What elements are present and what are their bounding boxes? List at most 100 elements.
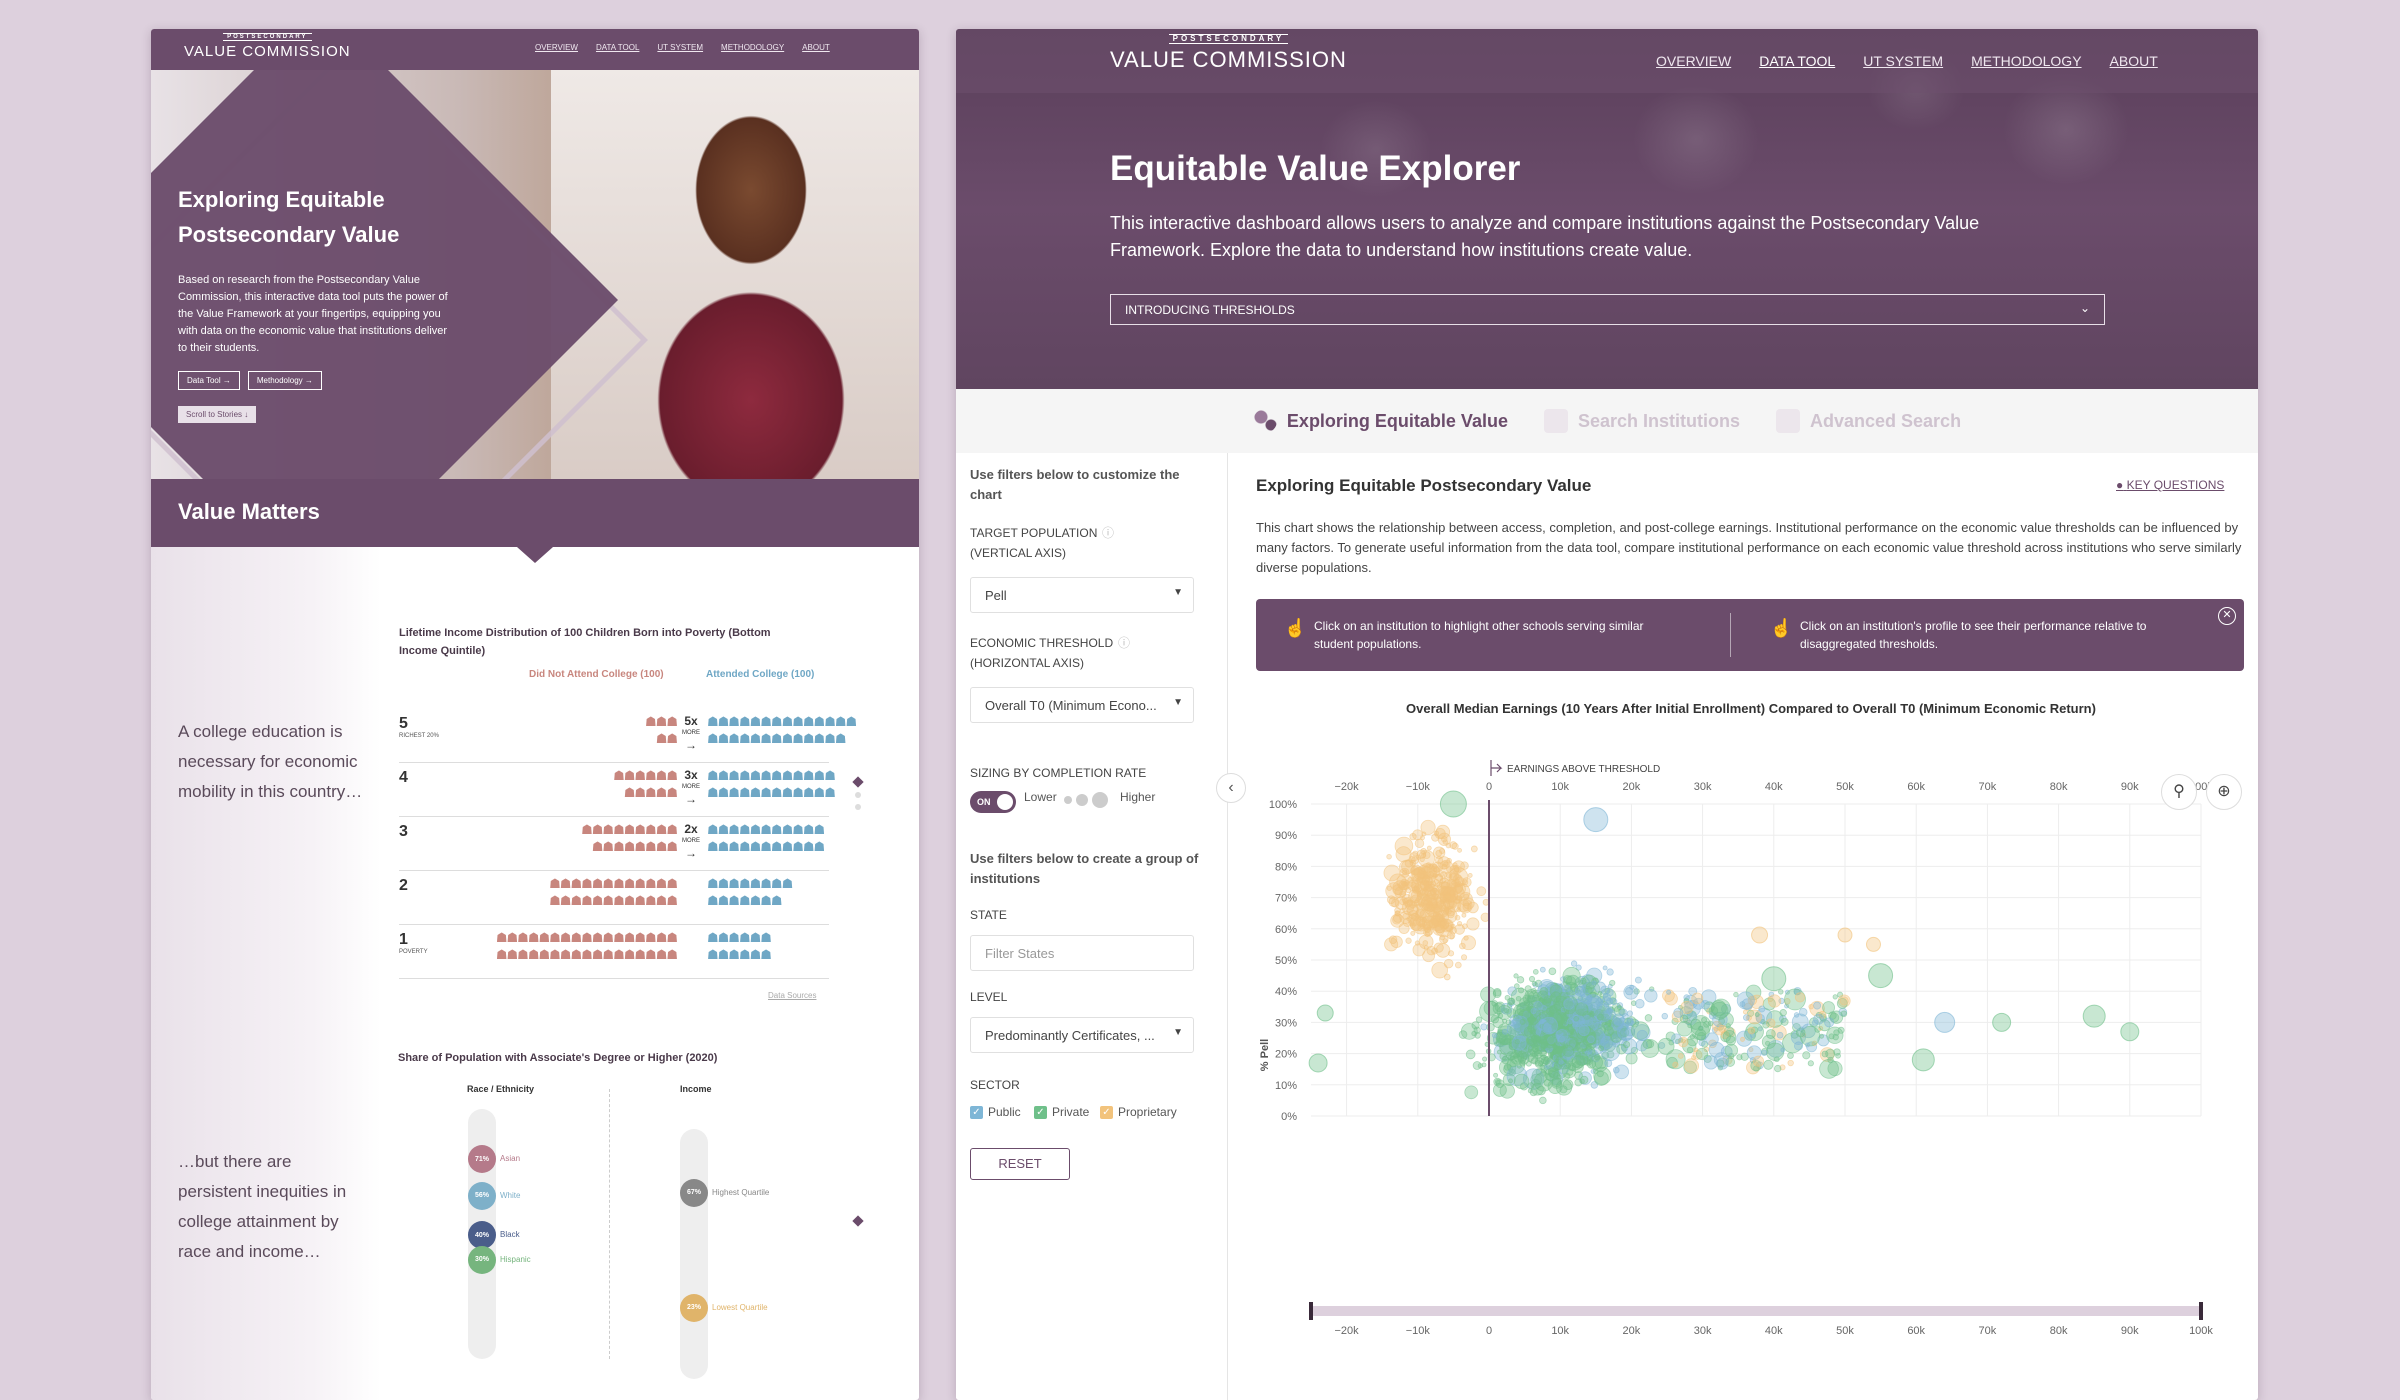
institution-bubble — [1440, 835, 1448, 843]
tab-search-institutions[interactable]: Search Institutions — [1543, 409, 1740, 433]
zoom-out-button[interactable]: ⚲ — [2161, 774, 2197, 810]
institution-bubble — [1465, 1049, 1476, 1060]
nav-about[interactable]: ABOUT — [2109, 53, 2158, 69]
institution-bubble — [1776, 1031, 1784, 1039]
check-icon: ✓ — [1100, 1105, 1113, 1119]
sizing-toggle[interactable]: ON — [970, 791, 1016, 813]
logo[interactable]: POSTSECONDARY VALUE COMMISSION — [184, 33, 351, 59]
institution-bubble — [1563, 974, 1573, 985]
income-row: 5 RICHEST 20% ☗☗☗ ☗☗ ☗☗☗☗☗☗☗☗☗☗☗☗☗☗ ☗☗☗☗☗☗☗☗☗… — [399, 709, 857, 763]
collapse-sidebar-button[interactable]: ‹ — [1216, 773, 1246, 803]
institution-bubble — [1791, 1030, 1806, 1045]
size-dot-large — [1092, 792, 1108, 808]
level-select[interactable]: Predominantly Certificates, ... ▼ — [970, 1017, 1194, 1053]
story-select[interactable]: INTRODUCING THRESHOLDS ⌄ — [1110, 294, 2105, 325]
institution-bubble — [1509, 1059, 1518, 1068]
info-icon[interactable]: ⓘ — [1118, 636, 1131, 650]
nav-ut-system[interactable]: UT SYSTEM — [1863, 53, 1944, 69]
sector-public-checkbox[interactable]: ✓ Public — [970, 1105, 1021, 1119]
target-population-select[interactable]: Pell ▼ — [970, 577, 1194, 613]
key-questions-link[interactable]: ● KEY QUESTIONS — [2116, 478, 2224, 492]
share-dot[interactable]: 30% — [468, 1245, 496, 1274]
institution-bubble — [1553, 1065, 1559, 1071]
nav-overview[interactable]: OVERVIEW — [1656, 53, 1732, 69]
data-tool-button[interactable]: Data Tool → — [178, 371, 240, 390]
institution-bubble — [1431, 961, 1448, 979]
institution-bubble — [1536, 1085, 1546, 1096]
institution-bubble — [1710, 1000, 1727, 1017]
nav-methodology[interactable]: METHODOLOGY — [1971, 53, 2082, 69]
share-dot[interactable]: 71% — [468, 1145, 496, 1174]
institution-bubble — [1625, 1052, 1638, 1065]
institution-bubble — [1428, 918, 1439, 929]
institution-bubble — [1470, 845, 1478, 853]
institution-bubble — [1747, 995, 1758, 1006]
tab-bar: Exploring Equitable Value Search Institu… — [956, 389, 2258, 453]
tab-advanced-search[interactable]: Advanced Search — [1776, 409, 1961, 433]
nav-ut-system[interactable]: UT SYSTEM — [657, 43, 704, 52]
institution-bubble — [1787, 1052, 1794, 1059]
institution-bubble — [1556, 1012, 1569, 1025]
institution-bubble — [1676, 1021, 1693, 1037]
pager-dot[interactable] — [855, 804, 861, 810]
methodology-button[interactable]: Methodology → — [247, 371, 322, 390]
data-sources-link[interactable]: Data Sources — [768, 991, 817, 1000]
institution-bubble — [1665, 1049, 1686, 1070]
nav-data-tool[interactable]: DATA TOOL — [595, 43, 640, 52]
x-tick-label: 70k — [1979, 1325, 1997, 1337]
institution-bubble — [1419, 922, 1426, 930]
multiplier-label: 2x MORE → — [682, 822, 700, 860]
institution-bubble — [1447, 950, 1455, 957]
institution-bubble — [1492, 989, 1502, 998]
nav-methodology[interactable]: METHODOLOGY — [721, 43, 785, 52]
pager-active[interactable] — [852, 776, 864, 788]
institution-bubble — [1745, 984, 1762, 1001]
tab-exploring-equitable-value[interactable]: Exploring Equitable Value — [1252, 409, 1508, 433]
share-dot-label: White — [500, 1190, 521, 1200]
institution-bubble — [1611, 1017, 1625, 1031]
attended-header: Attended College (100) — [706, 669, 815, 680]
share-dot[interactable]: 67% — [680, 1178, 708, 1207]
logo[interactable]: POSTSECONDARY VALUE COMMISSION — [1110, 34, 1347, 71]
info-icon[interactable]: ⓘ — [1102, 526, 1115, 540]
institution-bubble — [1482, 1056, 1488, 1062]
institution-bubble — [1519, 1018, 1526, 1025]
institution-bubble — [1602, 1018, 1614, 1031]
close-icon[interactable]: ✕ — [2218, 607, 2236, 625]
scatter-plot[interactable]: −20k −20k −10k −10k 0 0 10k 10k 20k 20k 30k 30k 40k 4… — [1256, 724, 2256, 1364]
tip-2: ☝ Click on an institution's profile to s… — [1770, 617, 2190, 653]
zoom-in-icon: ⊕ — [2217, 783, 2231, 800]
institution-bubble — [1443, 958, 1454, 969]
institution-bubble — [1679, 1014, 1689, 1024]
institution-bubble — [1434, 856, 1444, 865]
state-filter-input[interactable]: Filter States — [970, 935, 1194, 971]
pager-dot[interactable] — [855, 792, 861, 798]
institution-bubble — [1839, 996, 1849, 1006]
pager-active-2[interactable] — [852, 1215, 864, 1227]
share-dot[interactable]: 40% — [468, 1221, 496, 1249]
top-nav-bar: POSTSECONDARY VALUE COMMISSION OVERVIEW … — [151, 29, 919, 70]
nav-data-tool[interactable]: DATA TOOL — [1759, 53, 1836, 69]
institution-bubble — [1661, 1012, 1669, 1020]
data-tool-page-panel: POSTSECONDARY VALUE COMMISSION OVERVIEW … — [956, 29, 2258, 1400]
institution-bubble — [1634, 976, 1642, 984]
hero-title: Exploring Equitable Postsecondary Value — [178, 187, 400, 247]
nav-overview[interactable]: OVERVIEW — [535, 43, 578, 52]
reset-button[interactable]: RESET — [970, 1148, 1070, 1180]
x-tick-label: 30k — [1694, 781, 1712, 793]
share-dot[interactable]: 23% — [680, 1293, 708, 1322]
scroll-to-stories-button[interactable]: Scroll to Stories ↓ — [178, 406, 257, 423]
sector-proprietary-checkbox[interactable]: ✓ Proprietary — [1100, 1105, 1177, 1119]
group-intro: Use filters below to create a group of i… — [970, 851, 1199, 886]
institution-bubble — [1684, 1058, 1700, 1074]
nav-about[interactable]: ABOUT — [802, 43, 830, 52]
x-tick-label: 60k — [1907, 1325, 1925, 1337]
institution-bubble — [1435, 824, 1451, 840]
institution-bubble — [1787, 1059, 1794, 1067]
share-dot[interactable]: 56% — [468, 1181, 496, 1210]
filter-sidebar: Use filters below to customize the chart… — [956, 453, 1228, 1400]
institution-bubble — [1524, 985, 1532, 993]
economic-threshold-select[interactable]: Overall T0 (Minimum Econo... ▼ — [970, 687, 1194, 723]
sector-private-checkbox[interactable]: ✓ Private — [1034, 1105, 1089, 1119]
zoom-in-button[interactable]: ⊕ — [2206, 774, 2242, 810]
